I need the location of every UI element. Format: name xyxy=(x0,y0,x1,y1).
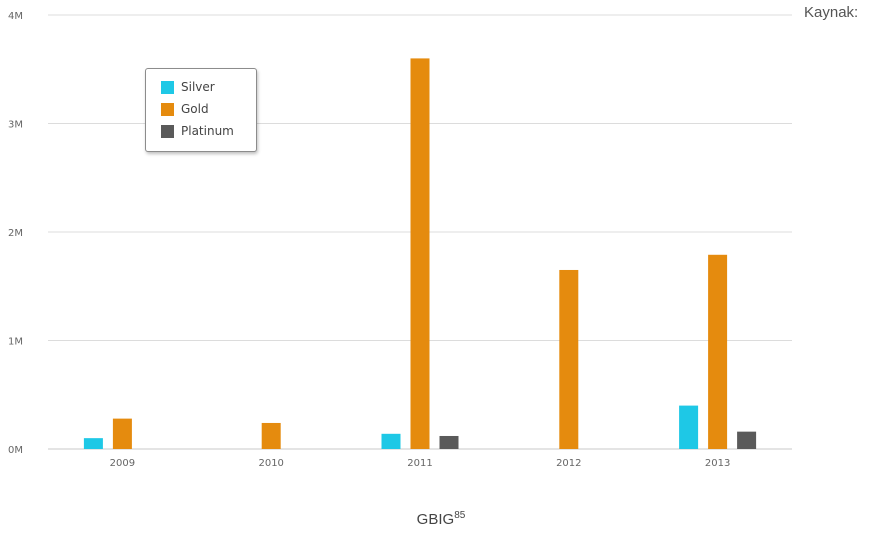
bar-platinum-2013[interactable] xyxy=(737,431,757,449)
legend-swatch-platinum xyxy=(161,124,174,138)
source-label: Kaynak: xyxy=(804,4,859,21)
y-tick-label: 4M xyxy=(8,11,23,22)
legend-label-silver: Silver xyxy=(181,80,215,94)
bar-gold-2012[interactable] xyxy=(559,269,579,449)
y-tick-label: 1M xyxy=(8,337,23,348)
bar-platinum-2011[interactable] xyxy=(439,435,459,449)
legend-item-gold[interactable]: Gold xyxy=(161,98,256,120)
legend-item-platinum[interactable]: Platinum xyxy=(161,120,256,142)
bar-gold-2013[interactable] xyxy=(708,254,728,449)
bar-silver-2011[interactable] xyxy=(381,433,401,449)
x-tick-label: 2012 xyxy=(556,458,581,469)
legend-swatch-silver xyxy=(161,80,174,94)
y-axis-ticks: 0M 1M 2M 3M 4M xyxy=(8,11,23,456)
legend-item-silver[interactable]: Silver xyxy=(161,76,256,98)
legend-label-gold: Gold xyxy=(181,102,209,116)
caption-text: GBIG xyxy=(416,511,455,528)
bar-gold-2009[interactable] xyxy=(112,418,132,449)
bar-silver-2013[interactable] xyxy=(679,405,699,449)
chart-legend: Silver Gold Platinum xyxy=(145,68,257,152)
x-tick-label: 2013 xyxy=(705,458,730,469)
bar-gold-2010[interactable] xyxy=(261,422,281,449)
x-tick-label: 2010 xyxy=(258,458,283,469)
y-tick-label: 0M xyxy=(8,445,23,456)
legend-label-platinum: Platinum xyxy=(181,124,234,138)
bar-silver-2009[interactable] xyxy=(83,438,103,449)
legend-swatch-gold xyxy=(161,102,174,116)
x-tick-label: 2011 xyxy=(407,458,432,469)
bar-gold-2011[interactable] xyxy=(410,58,430,450)
x-tick-label: 2009 xyxy=(110,458,135,469)
y-tick-label: 3M xyxy=(8,120,23,131)
caption-superscript: 85 xyxy=(454,510,466,521)
x-axis-ticks: 2009 2010 2011 2012 2013 xyxy=(110,458,731,469)
y-tick-label: 2M xyxy=(8,228,23,239)
bars xyxy=(83,58,757,450)
figure-caption: GBIG85 xyxy=(0,510,882,528)
